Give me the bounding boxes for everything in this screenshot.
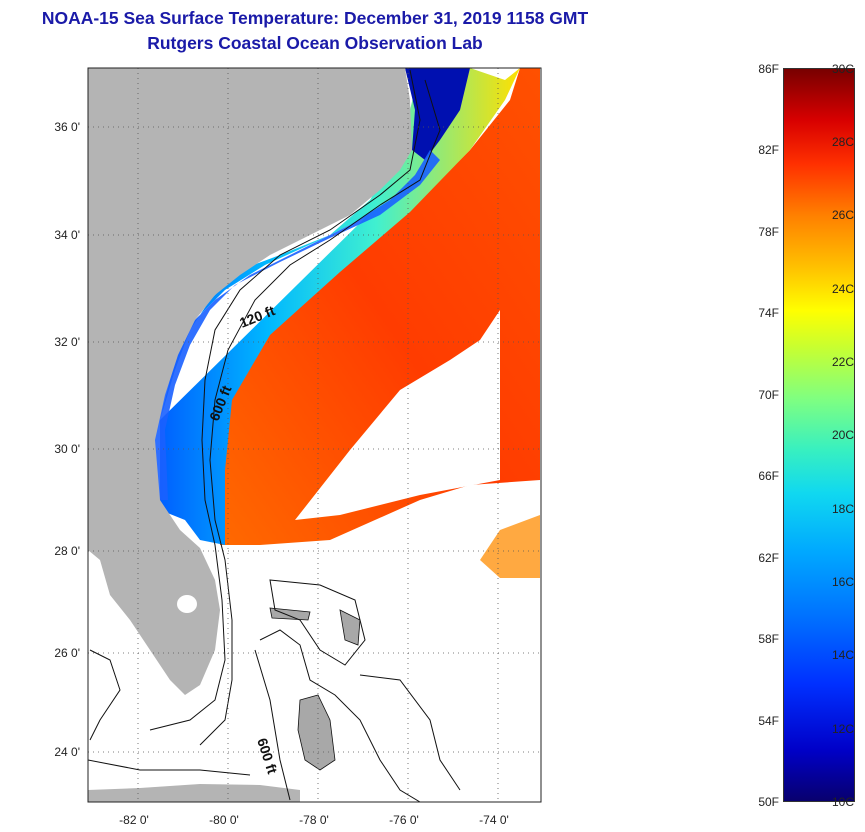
land-bahamas-andros xyxy=(297,694,336,771)
lat-tick: 30 0' xyxy=(54,442,80,456)
map-grid xyxy=(88,68,541,802)
map-title: NOAA-15 Sea Surface Temperature: Decembe… xyxy=(41,8,589,28)
lat-tick: 36 0' xyxy=(54,120,80,134)
colorbar-c-label: 28C xyxy=(832,135,855,149)
lat-tick: 28 0' xyxy=(54,544,80,558)
latitude-axis: 36 0' 34 0' 32 0' 30 0' 28 0' 26 0' 24 0… xyxy=(54,120,80,759)
land-gulf-strip xyxy=(88,784,300,802)
temperature-colorbar xyxy=(783,68,855,802)
lon-tick: -80 0' xyxy=(209,813,239,827)
colorbar-f-label: 54F xyxy=(758,714,779,728)
land-bahamas-gbi xyxy=(269,607,311,621)
colorbar-c-label: 22C xyxy=(832,355,855,369)
lon-tick: -74 0' xyxy=(479,813,509,827)
colorbar-f-label: 74F xyxy=(758,306,779,320)
colorbar-c-label: 26C xyxy=(832,208,855,222)
lon-tick: -78 0' xyxy=(299,813,329,827)
map-frame xyxy=(87,67,542,803)
longitude-axis: -82 0' -80 0' -78 0' -76 0' -74 0' xyxy=(119,813,509,827)
colorbar-f-label: 70F xyxy=(758,388,779,402)
colorbar-c-label: 30C xyxy=(832,62,855,76)
colorbar-f-label: 86F xyxy=(758,62,779,76)
land-bahamas-abaco xyxy=(339,609,361,646)
colorbar-c-label: 16C xyxy=(832,575,855,589)
lon-tick: -76 0' xyxy=(389,813,419,827)
colorbar-f-label: 66F xyxy=(758,469,779,483)
colorbar-c-label: 10C xyxy=(832,795,855,809)
colorbar-f-label: 82F xyxy=(758,143,779,157)
colorbar-c-label: 20C xyxy=(832,428,855,442)
depth-contours xyxy=(88,69,461,802)
cold-coastal-water xyxy=(405,68,470,160)
land-us-coast xyxy=(88,68,412,695)
lake-okeechobee xyxy=(177,595,197,613)
lat-tick: 26 0' xyxy=(54,646,80,660)
colorbar-f-label: 50F xyxy=(758,795,779,809)
colorbar-c-label: 18C xyxy=(832,502,855,516)
colorbar-c-label: 14C xyxy=(832,648,855,662)
offshore-warm-patch xyxy=(480,515,540,578)
lat-tick: 24 0' xyxy=(54,745,80,759)
lat-tick: 34 0' xyxy=(54,228,80,242)
shelf-water xyxy=(160,68,520,545)
colorbar-f-label: 62F xyxy=(758,551,779,565)
cloud-gap xyxy=(295,310,500,520)
lon-tick: -82 0' xyxy=(119,813,149,827)
map-subtitle: Rutgers Coastal Ocean Observation Lab xyxy=(147,33,483,53)
colorbar-f-label: 78F xyxy=(758,225,779,239)
colorbar-f-label: 58F xyxy=(758,632,779,646)
lat-tick: 32 0' xyxy=(54,335,80,349)
nearshore-band xyxy=(150,150,440,500)
colorbar-c-label: 24C xyxy=(832,282,855,296)
colorbar-c-label: 12C xyxy=(832,722,855,736)
